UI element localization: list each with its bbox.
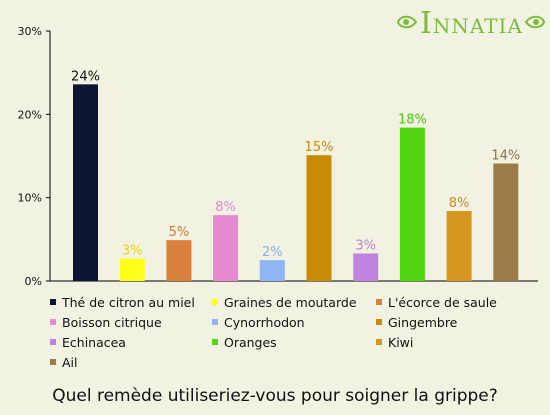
legend-swatch <box>212 319 218 325</box>
legend-swatch <box>50 339 56 345</box>
legend-swatch <box>50 299 56 305</box>
logo-wordmark: INNATIA <box>420 6 523 41</box>
chart-bars <box>73 84 519 282</box>
legend-item: Oranges <box>212 334 376 350</box>
legend-swatch <box>212 339 218 345</box>
y-tick-label: 0% <box>25 275 42 288</box>
chart-legend: Thé de citron au miel Graines de moutarde… <box>50 294 530 370</box>
legend-swatch <box>50 359 56 365</box>
legend-label: Kiwi <box>388 334 414 350</box>
bar-value-label: 8% <box>215 200 236 215</box>
bar-6 <box>306 155 332 281</box>
bar-5 <box>259 260 285 281</box>
legend-swatch <box>376 339 382 345</box>
bar-value-label: 18% <box>398 113 427 128</box>
legend-item: Thé de citron au miel <box>50 294 212 310</box>
bar-value-label: 24% <box>71 69 100 84</box>
legend-label: Cynorrhodon <box>224 314 305 330</box>
legend-item: Kiwi <box>376 334 530 350</box>
bar-10 <box>493 163 519 281</box>
legend-item: Graines de moutarde <box>212 294 376 310</box>
bar-value-label: 3% <box>122 244 143 259</box>
leaf-swirl-left-icon <box>396 15 418 29</box>
legend-label: Ail <box>62 354 78 370</box>
bar-3 <box>166 240 192 281</box>
legend-swatch <box>212 299 218 305</box>
legend-item: Echinacea <box>50 334 212 350</box>
bar-value-label: 3% <box>355 239 376 254</box>
y-tick-label: 20% <box>18 108 42 121</box>
bar-9 <box>446 211 472 281</box>
legend-item: Cynorrhodon <box>212 314 376 330</box>
chart-value-labels: 24% 3% 5% 8% 2% 15% 3% 18% 8% 14% <box>71 69 520 260</box>
bar-8 <box>399 127 425 282</box>
legend-label: Gingembre <box>388 314 458 330</box>
legend-label: Graines de moutarde <box>224 294 357 310</box>
legend-swatch <box>50 319 56 325</box>
legend-label: Thé de citron au miel <box>62 294 195 310</box>
bar-value-label: 5% <box>169 225 190 240</box>
legend-label: Boisson citrique <box>62 314 162 330</box>
leaf-swirl-right-icon <box>524 15 546 29</box>
chart-caption: Quel remède utiliseriez-vous pour soigne… <box>52 386 498 406</box>
legend-item: Gingembre <box>376 314 530 330</box>
bar-value-label: 8% <box>449 196 470 211</box>
y-tick-label: 10% <box>18 192 42 205</box>
legend-label: Echinacea <box>62 334 126 350</box>
bar-1 <box>73 84 98 281</box>
bar-value-label: 15% <box>305 140 334 155</box>
legend-swatch <box>376 319 382 325</box>
bar-7 <box>353 253 379 281</box>
legend-label: Oranges <box>224 334 277 350</box>
legend-item: Ail <box>50 354 212 370</box>
bar-chart: 0% 10% 20% 30% 24% 3% 5% 8% 2% 15% 3% 18% 8% 14% <box>18 25 538 288</box>
legend-item: L'écorce de saule <box>376 294 530 310</box>
legend-item: Boisson citrique <box>50 314 212 330</box>
bar-value-label: 2% <box>262 245 283 260</box>
bar-2 <box>119 258 145 281</box>
bar-value-label: 14% <box>491 149 520 164</box>
legend-swatch <box>376 299 382 305</box>
legend-label: L'écorce de saule <box>388 294 497 310</box>
y-tick-label: 30% <box>18 25 42 38</box>
bar-4 <box>213 215 239 281</box>
innatia-logo: INNATIA <box>396 6 546 41</box>
